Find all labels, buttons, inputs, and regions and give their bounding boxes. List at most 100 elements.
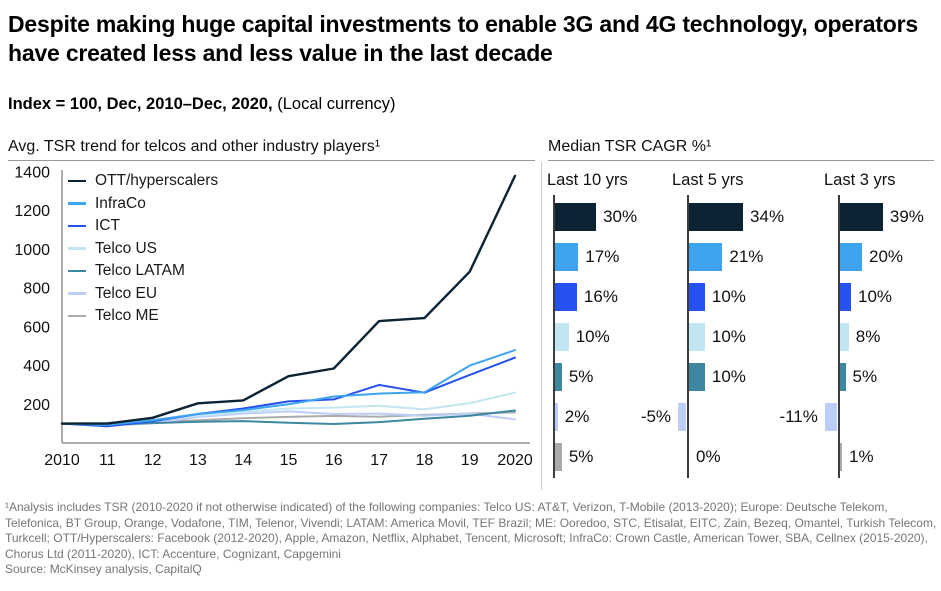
- legend-label: Telco ME: [95, 307, 159, 324]
- x-tick-label: 13: [189, 452, 207, 469]
- bar-value-label: 16%: [583, 287, 618, 306]
- panel-divider: [541, 162, 542, 490]
- bar-value-label: 34%: [750, 207, 785, 226]
- bar-chart-header: Median TSR CAGR %¹: [548, 138, 712, 155]
- subtitle-currency-note: (Local currency): [272, 95, 396, 113]
- series-line-infraco: [61, 349, 516, 426]
- bar-infraco: [555, 243, 579, 271]
- y-tick-label: 200: [23, 397, 50, 414]
- legend-dash-icon: [68, 224, 86, 228]
- bar-value-label: 30%: [603, 207, 638, 226]
- bar-value-label: 10%: [575, 327, 610, 346]
- bar-value-label: 5%: [568, 447, 594, 466]
- bar-value-label: 5%: [568, 367, 594, 386]
- legend-item-telco-us: Telco US: [68, 238, 157, 260]
- bar-ott-hyperscalers: [840, 203, 883, 231]
- legend-item-ott-hyperscalers: OTT/hyperscalers: [68, 170, 218, 192]
- bar-telco-eu: [824, 403, 837, 431]
- line-header-rule: [8, 160, 535, 161]
- legend-label: ICT: [95, 217, 120, 234]
- bar-ict: [689, 283, 705, 311]
- bar-group-axis: [687, 195, 689, 478]
- bar-group-axis: [838, 195, 840, 478]
- y-tick-label: 400: [23, 358, 50, 375]
- bar-telco-latam: [840, 363, 846, 391]
- x-tick-label: 2020: [497, 452, 533, 469]
- subtitle: Index = 100, Dec, 2010–Dec, 2020, (Local…: [8, 95, 933, 114]
- bar-value-label: 10%: [711, 327, 746, 346]
- x-tick-label: 14: [234, 452, 252, 469]
- bar-group-axis: [553, 195, 555, 478]
- bar-header-rule: [548, 160, 934, 161]
- bar-telco-eu: [555, 403, 558, 431]
- y-tick-label: 1000: [14, 242, 50, 259]
- bar-ott-hyperscalers: [689, 203, 744, 231]
- legend-dash-icon: [68, 202, 86, 205]
- bar-telco-latam: [689, 363, 705, 391]
- bar-value-label: 39%: [889, 207, 924, 226]
- x-tick-label: 19: [461, 452, 479, 469]
- x-tick-label: 15: [280, 452, 298, 469]
- legend-dash-icon: [68, 179, 86, 183]
- legend-dash-icon: [68, 269, 86, 273]
- legend-label: OTT/hyperscalers: [95, 172, 219, 189]
- bar-value-label: 17%: [585, 247, 620, 266]
- legend-item-telco-latam: Telco LATAM: [68, 260, 185, 282]
- y-tick-label: 1400: [14, 165, 50, 182]
- bar-telco-us: [555, 323, 569, 351]
- bar-value-label: 10%: [711, 287, 746, 306]
- bar-telco-eu: [678, 403, 686, 431]
- legend-item-telco-eu: Telco EU: [68, 283, 157, 305]
- series-line-ott-hyperscalers: [60, 174, 517, 425]
- source-line: Source: McKinsey analysis, CapitalQ: [5, 562, 202, 577]
- bar-value-label: -5%: [640, 407, 672, 426]
- legend-item-infraco: InfraCo: [68, 193, 146, 215]
- footnote-text: ¹Analysis includes TSR (2010-2020 if not…: [5, 500, 937, 561]
- legend-dash-icon: [68, 314, 86, 318]
- x-tick-label: 2010: [44, 452, 80, 469]
- bar-telco-us: [689, 323, 705, 351]
- bar-value-label: 10%: [858, 287, 893, 306]
- bar-infraco: [689, 243, 723, 271]
- series-line-telco-us: [61, 391, 516, 425]
- bar-telco-me: [555, 443, 562, 471]
- bar-value-label: 10%: [711, 367, 746, 386]
- tsr-line-chart: 200 400 600 800 1000 1200 1400 2010 11 12 13 14 15 16…: [14, 165, 533, 469]
- x-tick-label: 16: [325, 452, 343, 469]
- bar-group-header-last-3-yrs: Last 3 yrs: [824, 171, 896, 189]
- subtitle-index-range: Index = 100, Dec, 2010–Dec, 2020,: [8, 95, 273, 113]
- bar-ict: [555, 283, 577, 311]
- bar-value-label: 5%: [852, 367, 878, 386]
- y-tick-label: 600: [23, 319, 50, 336]
- bar-value-label: 8%: [855, 327, 881, 346]
- line-chart-header: Avg. TSR trend for telcos and other indu…: [8, 138, 381, 155]
- series-line-ict: [61, 356, 516, 428]
- bar-value-label: 2%: [564, 407, 590, 426]
- legend-dash-icon: [68, 247, 86, 250]
- x-tick-label: 18: [416, 452, 434, 469]
- bar-group-header-last-10-yrs: Last 10 yrs: [547, 171, 628, 189]
- bar-ott-hyperscalers: [555, 203, 597, 231]
- bar-value-label: -11%: [779, 407, 818, 426]
- legend-item-ict: ICT: [68, 215, 120, 237]
- page-title: Despite making huge capital investments …: [8, 11, 918, 66]
- bar-telco-us: [840, 323, 849, 351]
- bar-group-header-last-5-yrs: Last 5 yrs: [672, 171, 744, 189]
- bar-value-label: 20%: [869, 247, 904, 266]
- x-tick-label: 11: [99, 452, 116, 469]
- legend-label: Telco EU: [95, 284, 158, 302]
- legend-label: InfraCo: [95, 194, 146, 212]
- x-tick-label: 17: [370, 452, 388, 469]
- y-tick-label: 800: [23, 281, 50, 298]
- legend-dash-icon: [68, 292, 86, 295]
- bar-value-label: 1%: [849, 447, 874, 466]
- bar-infraco: [840, 243, 862, 271]
- y-tick-label: 1200: [14, 203, 50, 220]
- legend-label: Telco US: [95, 239, 158, 257]
- legend-label: Telco LATAM: [95, 262, 185, 279]
- bar-telco-me: [840, 443, 842, 471]
- x-tick-label: 12: [144, 452, 162, 469]
- legend-item-telco-me: Telco ME: [68, 305, 159, 327]
- bar-value-label: 0%: [696, 447, 721, 466]
